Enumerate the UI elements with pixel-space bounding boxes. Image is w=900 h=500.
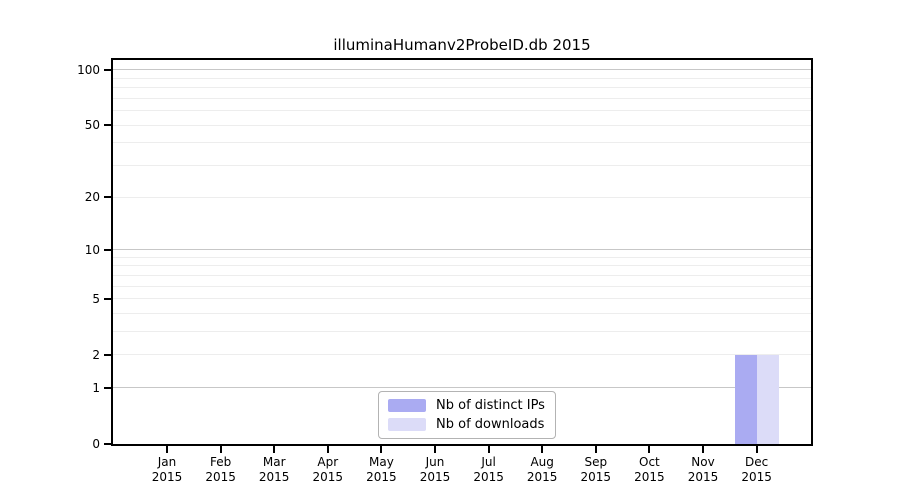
- bar-nb-of-downloads-dec: [756, 354, 779, 444]
- chart-title: illuminaHumanv2ProbeID.db 2015: [333, 36, 591, 54]
- gridline-minor-80: [113, 87, 811, 89]
- x-tick-label-mar: Mar 2015: [258, 455, 290, 484]
- y-tick-5: [104, 297, 111, 300]
- gridline-minor-8: [113, 265, 811, 267]
- y-tick-20: [104, 196, 111, 199]
- x-tick-may: [380, 446, 383, 453]
- x-tick-label-may: May 2015: [366, 455, 397, 484]
- plot-area: [111, 58, 813, 446]
- legend: Nb of distinct IPs Nb of downloads: [378, 391, 556, 439]
- legend-item-distinct-ips: Nb of distinct IPs: [388, 398, 545, 413]
- gridline-major-100: [113, 69, 811, 71]
- x-tick-oct: [648, 446, 651, 453]
- x-tick-label-dec: Dec 2015: [741, 455, 772, 484]
- y-tick-label-1: 1: [92, 380, 100, 395]
- x-tick-dec: [755, 446, 758, 453]
- gridline-minor-50: [113, 124, 811, 126]
- gridline-minor-6: [113, 285, 811, 287]
- gridline-minor-4: [113, 313, 811, 314]
- legend-swatch-downloads: [388, 418, 426, 431]
- x-tick-sep: [594, 446, 597, 453]
- y-tick-10: [104, 248, 111, 251]
- y-tick-label-5: 5: [92, 291, 100, 306]
- gridline-minor-90: [113, 77, 811, 79]
- y-tick-label-20: 20: [84, 190, 100, 205]
- gridline-minor-5: [113, 298, 811, 300]
- x-tick-aug: [541, 446, 544, 453]
- y-tick-label-10: 10: [84, 242, 100, 257]
- x-tick-jan: [166, 446, 168, 453]
- y-tick-1: [104, 386, 111, 389]
- y-tick-0: [104, 443, 111, 445]
- y-tick-2: [104, 353, 111, 356]
- gridline-minor-2: [113, 354, 811, 356]
- gridline-minor-3: [113, 331, 811, 333]
- legend-swatch-distinct-ips: [388, 399, 426, 412]
- x-tick-apr: [326, 446, 329, 453]
- legend-item-downloads: Nb of downloads: [388, 417, 545, 432]
- y-tick-50: [104, 124, 111, 127]
- y-tick-label-100: 100: [77, 62, 100, 77]
- x-tick-jun: [434, 446, 436, 453]
- x-tick-label-aug: Aug 2015: [526, 455, 558, 484]
- gridline-major-10: [113, 249, 811, 251]
- y-tick-label-50: 50: [84, 118, 100, 133]
- legend-label-distinct-ips: Nb of distinct IPs: [436, 398, 545, 413]
- x-tick-label-feb: Feb 2015: [205, 455, 236, 484]
- plot-canvas: [113, 60, 811, 444]
- y-tick-label-2: 2: [92, 347, 100, 362]
- gridline-major-1: [113, 387, 811, 389]
- gridline-minor-40: [113, 142, 811, 144]
- y-tick-label-0: 0: [92, 437, 100, 451]
- gridline-minor-30: [113, 165, 811, 167]
- x-tick-feb: [219, 446, 222, 453]
- gridline-minor-20: [113, 196, 811, 198]
- bar-nb-of-distinct-ips-dec: [734, 354, 757, 444]
- gridline-minor-9: [113, 256, 811, 258]
- x-tick-label-nov: Nov 2015: [687, 455, 719, 484]
- x-tick-jul: [487, 446, 490, 453]
- x-tick-label-apr: Apr 2015: [312, 455, 344, 484]
- x-tick-nov: [702, 446, 704, 453]
- x-tick-label-sep: Sep 2015: [580, 455, 612, 484]
- x-tick-mar: [273, 446, 276, 453]
- y-tick-100: [104, 68, 111, 71]
- gridline-minor-70: [113, 97, 811, 99]
- x-tick-label-jan: Jan 2015: [151, 455, 183, 484]
- x-tick-label-jul: Jul 2015: [473, 455, 504, 484]
- gridline-minor-7: [113, 274, 811, 276]
- legend-label-downloads: Nb of downloads: [436, 417, 545, 432]
- gridline-minor-60: [113, 110, 811, 112]
- x-tick-label-oct: Oct 2015: [634, 455, 665, 484]
- x-tick-label-jun: Jun 2015: [419, 455, 451, 484]
